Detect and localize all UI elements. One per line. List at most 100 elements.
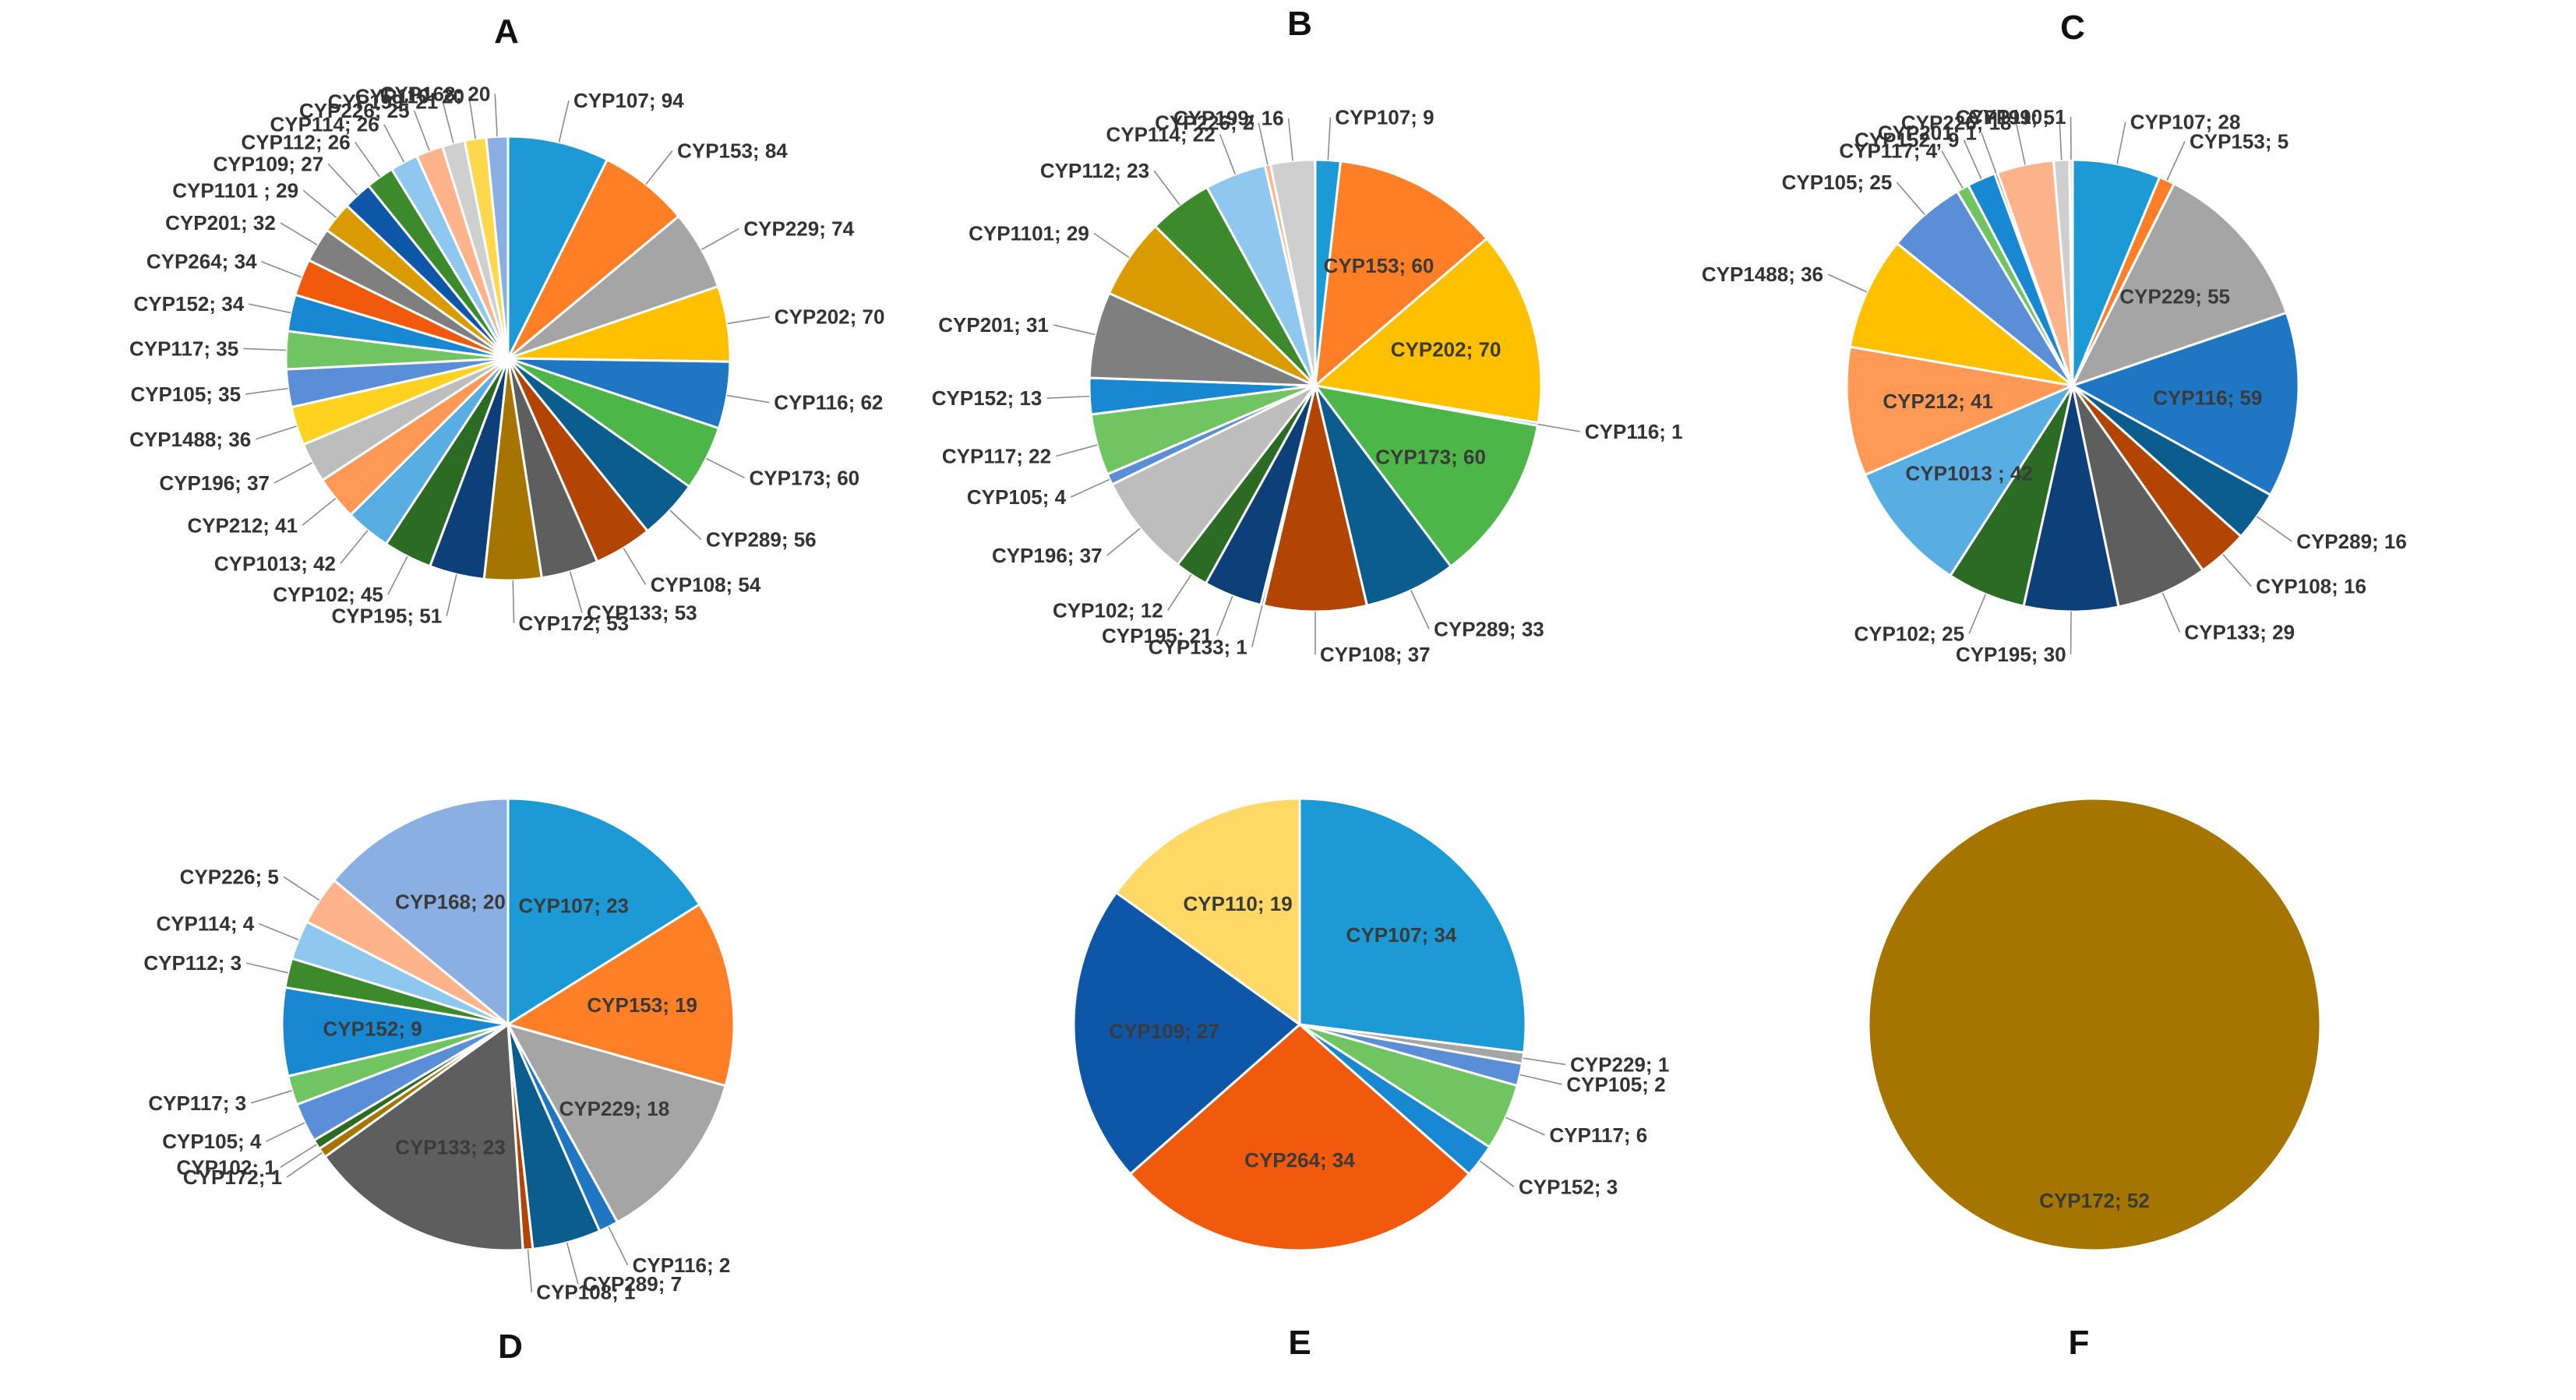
pie-slice-cyp110 [1114,797,1301,1027]
slice-label-cyp226: CYP226; 5 [180,865,279,888]
slice-label-cyp172: CYP172; 52 [2039,1189,2150,1212]
slice-label-cyp168: CYP168; 20 [395,890,506,914]
pie-slice-cyp110 [2068,158,2074,386]
slice-label-cyp1101: CYP1101 ; 29 [172,178,298,202]
panel-b-leaders [1046,117,1581,654]
leader-line-cyp226 [413,110,430,151]
leader-line-cyp112 [355,141,381,178]
slice-label-cyp212: CYP212; 41 [187,513,298,537]
slice-label-cyp202: CYP202; 70 [1391,337,1501,361]
pie-slice-cyp289 [1314,385,1453,608]
leader-line-cyp201 [1981,132,1997,174]
leader-line-cyp116 [608,1226,629,1266]
leader-line-cyp112 [245,962,288,974]
slice-label-cyp114: CYP114; 22 [1106,122,1215,146]
slice-label-cyp107: CYP107; 34 [1346,923,1457,947]
leader-line-cyp107 [1327,117,1332,160]
leader-line-cyp289 [1410,590,1430,629]
panel-b: B CYP107; 9 CYP153; 60 CYP202; 70 CYP116; 1… [932,5,1683,666]
pie-slice-cyp168 [485,135,510,359]
slice-label-cyp105: CYP105; 35 [130,383,241,406]
slice-label-cyp195: CYP195; 51 [332,605,443,628]
slice-label-cyp110: CYP110; 1 [1968,105,2066,129]
pie-slice-cyp1488 [1848,242,2077,388]
slice-label-cyp202: CYP202; 70 [775,305,885,329]
slice-label-cyp109: CYP109; 27 [1109,1020,1219,1043]
leader-line-cyp289 [566,1242,579,1285]
slice-label-cyp201: CYP201; 31 [938,313,1049,337]
slice-label-cyp107: CYP107; 23 [518,894,629,918]
slice-label-cyp110: CYP110; 19 [1183,892,1292,915]
panel-d-title: D [498,1328,523,1366]
slice-label-cyp117: CYP117; 6 [1550,1123,1648,1147]
slice-label-cyp199: CYP199; 21 [328,90,439,114]
leader-line-cyp133 [569,571,583,613]
leader-line-cyp196 [273,462,312,484]
leader-line-cyp114 [383,124,405,163]
leader-line-cyp112 [1153,170,1180,206]
leader-line-cyp133 [2161,592,2181,633]
leader-line-cyp152 [1479,1160,1515,1187]
leader-line-cyp114 [1219,134,1236,175]
pie-slice-cyp107 [1298,797,1527,1054]
slice-label-cyp168: CYP168; 20 [380,82,491,105]
panel-f-title: F [2069,1324,2090,1362]
leader-line-cyp202 [727,316,770,325]
slice-label-cyp105: CYP105; 4 [967,485,1067,509]
slice-label-cyp173: CYP173; 60 [750,466,860,489]
leader-line-cyp201 [280,222,318,245]
pie-slice-cyp108 [1262,385,1369,613]
leader-line-cyp108 [527,1249,533,1292]
slice-label-cyp107: CYP107; 94 [573,89,684,112]
panel-f-labels: CYP172; 52 [2039,1189,2150,1212]
panel-b-slices [1088,158,1543,613]
slice-label-cyp105: CYP105; 2 [1566,1073,1665,1096]
slice-label-cyp229: CYP229; 55 [2119,285,2230,309]
slice-label-cyp152: CYP152 ; 9 [1854,129,1959,152]
leader-line-cyp105 [1896,182,1925,216]
leader-line-cyp1101 [302,189,337,218]
panel-a-slices [284,135,732,582]
leader-line-cyp1013 [340,530,369,564]
leader-line-cyp226 [2015,122,2026,165]
slice-label-cyp116: CYP116; 2 [633,1254,731,1277]
leader-line-cyp117 [1941,150,1964,189]
slice-label-cyp102: CYP102; 1 [177,1155,276,1179]
pie-slice-cyp133 [323,1022,524,1252]
pie-slice-cyp173 [1312,383,1540,569]
leader-line-cyp1488 [255,425,297,440]
slice-label-cyp152: CYP152; 13 [932,386,1043,410]
slice-label-cyp105: CYP105; 25 [1782,171,1893,194]
pie-slice-cyp152 [281,986,509,1078]
slice-label-cyp105: CYP105; 4 [162,1130,262,1153]
panel-d-leaders [245,876,629,1292]
slice-label-cyp114: CYP114; 26 [270,113,379,136]
slice-label-cyp102: CYP102; 45 [273,583,383,606]
slice-label-cyp112: CYP112; 23 [1040,159,1149,182]
slice-label-cyp1488: CYP1488; 36 [129,428,251,451]
slice-label-cyp229: CYP229; 74 [743,217,854,240]
slice-label-cyp264: CYP264; 34 [1244,1148,1355,1172]
leader-line-cyp105 [245,387,288,395]
slice-label-cyp1013: CYP1013 ; 42 [1906,461,2033,485]
leader-line-cyp117 [1055,444,1098,457]
leader-line-cyp289 [2256,516,2292,542]
leader-line-cyp199 [2059,117,2063,160]
leader-line-cyp153 [2166,141,2186,181]
slice-label-cyp110: CYP110; 20 [355,85,464,108]
panel-a-labels: CYP107; 94 CYP153; 84 CYP229; 74 CYP202; 70… [129,82,884,635]
slice-label-cyp114: CYP114; 4 [156,912,254,936]
slice-label-cyp108: CYP108; 54 [651,573,761,597]
slice-label-cyp201: CYP201; 32 [165,211,276,235]
leader-line-cyp116 [726,394,770,404]
leader-line-cyp199 [1287,118,1293,161]
panel-d-slices [281,797,736,1252]
leader-line-cyp116 [1537,423,1581,432]
panel-c-leaders [1827,116,2292,655]
pie-slice-cyp107 [506,135,609,359]
